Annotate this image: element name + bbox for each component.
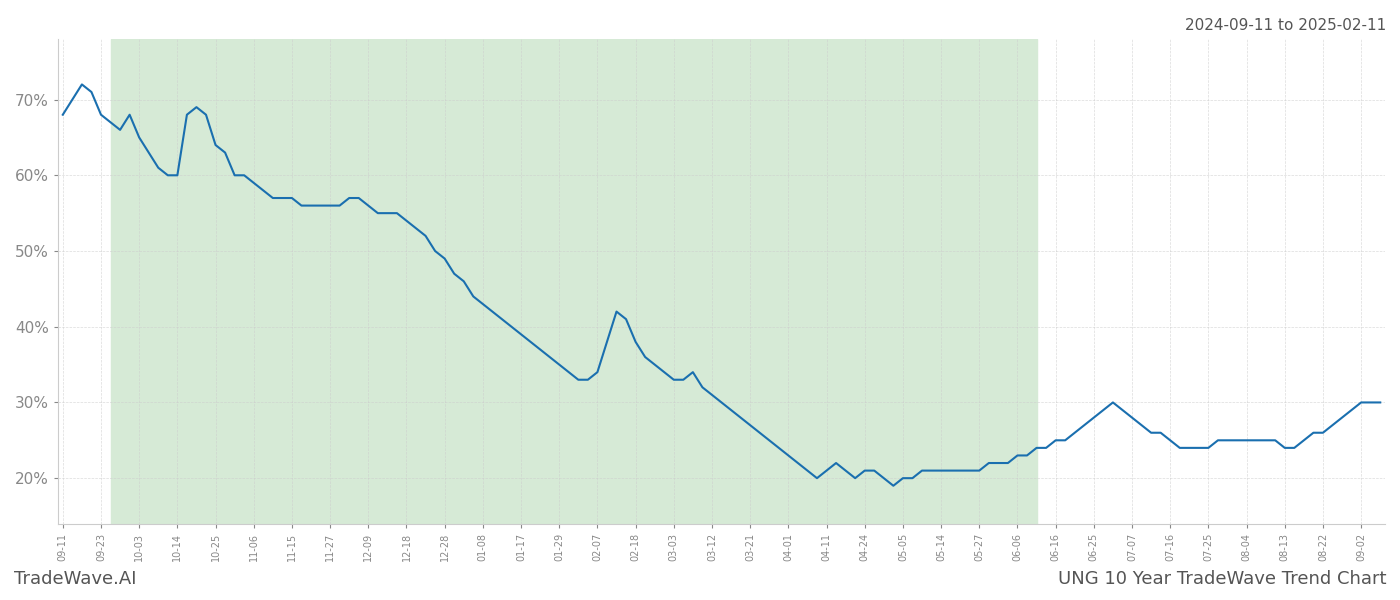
Text: 2024-09-11 to 2025-02-11: 2024-09-11 to 2025-02-11 — [1184, 18, 1386, 33]
Bar — [111, 39, 1036, 524]
Text: UNG 10 Year TradeWave Trend Chart: UNG 10 Year TradeWave Trend Chart — [1057, 570, 1386, 588]
Text: TradeWave.AI: TradeWave.AI — [14, 570, 137, 588]
